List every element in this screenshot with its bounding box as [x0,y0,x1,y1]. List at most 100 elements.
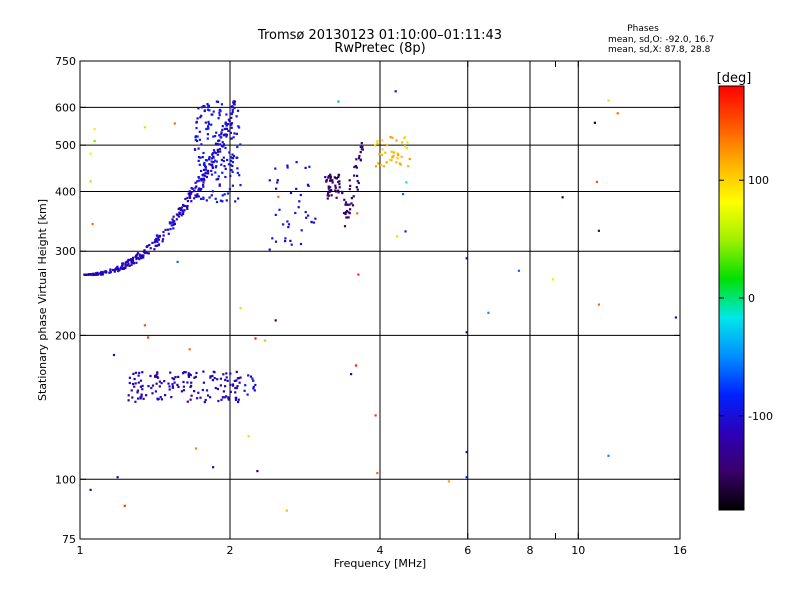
data-point [103,270,106,274]
data-point [230,168,233,172]
data-point [231,153,234,156]
data-point [223,193,226,196]
data-point [326,197,329,200]
data-point [211,379,214,382]
data-point [295,161,298,164]
colorbar-tick-label: -100 [748,410,773,423]
data-point [203,164,207,167]
data-point [194,194,197,197]
y-tick-label: 500 [55,139,76,152]
data-point [134,371,137,374]
data-point [310,221,313,224]
data-point [597,303,600,306]
data-point [400,155,403,158]
data-point [327,194,330,197]
chart-title: Tromsø 20130123 01:10:00–01:11:43 [257,28,502,43]
data-point [215,131,218,134]
data-point [277,195,280,198]
data-point [186,196,189,199]
data-point [357,181,360,185]
data-point [197,107,200,110]
data-point [607,454,610,457]
data-point [252,379,255,382]
data-point [219,199,222,202]
data-point [202,105,205,108]
data-point [132,382,135,386]
data-point [263,339,266,342]
data-point [236,385,239,388]
data-point [216,150,220,153]
data-point [227,398,230,401]
data-point [405,181,408,184]
data-point [376,142,379,145]
data-point [186,206,189,209]
data-point [174,376,177,379]
data-point [253,389,256,392]
data-point [390,150,393,153]
data-point [186,381,189,384]
data-point [228,119,231,123]
data-point [182,385,185,388]
data-point [344,203,347,206]
data-point [189,385,192,389]
data-point [333,176,336,179]
data-point [331,179,334,182]
data-point [212,161,215,164]
data-point [235,115,238,118]
data-point [147,336,150,339]
data-point [214,142,217,145]
x-tick-label: 8 [527,544,534,557]
data-point [278,208,281,211]
data-point [201,156,204,159]
data-point [137,374,140,377]
data-point [214,159,217,162]
data-point [156,240,159,243]
data-point [305,216,308,219]
data-point [216,153,219,156]
data-point [228,188,231,191]
data-point [199,396,202,399]
data-point [252,385,255,389]
data-point [142,250,145,253]
data-point [117,269,121,272]
data-point [236,171,239,174]
data-point [447,480,450,483]
data-point [109,269,112,272]
data-point [184,197,187,201]
data-point [399,163,402,166]
data-point [206,170,210,173]
data-point [195,195,198,198]
data-point [222,156,225,159]
data-point [142,397,145,400]
data-point [100,272,103,275]
data-point [337,191,340,194]
data-point [212,466,215,469]
data-point [226,192,230,195]
data-point [229,383,232,386]
data-point [376,140,379,143]
data-point [158,385,161,388]
data-point [170,396,173,399]
data-point [137,256,140,259]
data-point [171,377,174,380]
data-point [225,395,228,398]
data-point [282,223,285,226]
data-point [141,384,144,387]
data-point [147,252,150,255]
data-point [348,179,351,182]
data-point [312,221,315,224]
data-point [210,194,213,197]
data-point [199,116,202,119]
data-point [225,199,228,202]
data-point [150,386,153,390]
data-point [198,187,201,190]
data-point [356,212,359,215]
data-point [138,258,141,261]
data-point [197,176,201,179]
data-point [328,189,331,192]
data-point [202,196,205,199]
data-point [218,108,222,111]
data-point [136,389,139,392]
data-point [361,145,364,148]
